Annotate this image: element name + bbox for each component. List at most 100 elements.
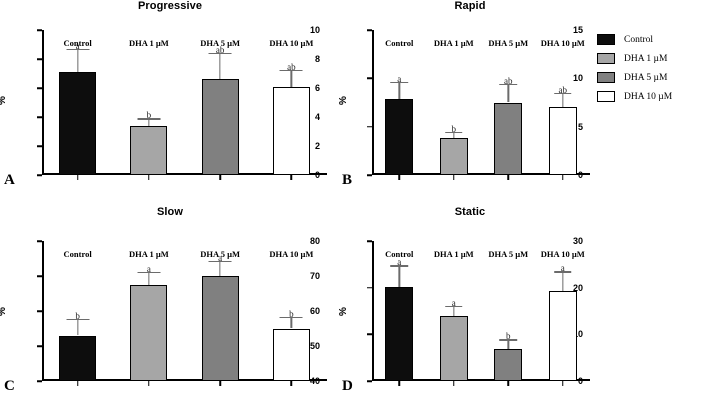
significance-label: b — [75, 310, 80, 321]
legend-swatch — [597, 53, 615, 64]
x-axis-tick — [290, 381, 293, 386]
y-axis-tick-label: 80 — [309, 236, 320, 246]
panel-a-title: Progressive — [137, 0, 203, 12]
y-axis-tick — [367, 77, 372, 80]
significance-label: a — [560, 263, 565, 274]
significance-label: ab — [504, 76, 513, 87]
error-bar-cap — [137, 272, 161, 274]
bar — [272, 328, 310, 381]
error-bar-cap — [279, 69, 303, 72]
x-axis-tick — [219, 381, 221, 386]
x-axis-tick-label: Control — [63, 249, 92, 259]
y-axis-tick — [367, 380, 372, 382]
x-axis-tick — [76, 175, 79, 180]
error-bar-cap — [444, 305, 463, 308]
error-bar — [76, 48, 79, 73]
significance-label: ab — [287, 61, 296, 72]
error-bar — [148, 272, 150, 285]
x-axis-tick-label: DHA 1 µM — [128, 249, 169, 259]
error-bar-cap — [137, 118, 161, 120]
y-axis-tick — [37, 310, 42, 312]
x-axis-tick-label: DHA 10 µM — [540, 38, 585, 48]
error-bar — [562, 271, 564, 292]
x-axis-tick-label: Control — [385, 249, 414, 259]
y-axis-tick-label: 50 — [309, 341, 320, 351]
significance-label: a — [397, 257, 402, 268]
y-axis-tick — [367, 174, 372, 176]
y-axis-tick-label: 60 — [309, 306, 320, 316]
legend-item: DHA 5 µM — [597, 68, 701, 87]
error-bar-cap — [279, 316, 303, 318]
bar — [130, 126, 168, 175]
y-axis — [372, 241, 374, 381]
y-axis — [372, 30, 374, 175]
error-bar-cap — [390, 265, 409, 267]
y-axis-tick — [367, 125, 372, 128]
bar — [439, 315, 468, 381]
panel-d-plot-area: 0 10 20 30 Control a DHA 1 µM a DHA 5 µM b DHA 10 … — [367, 236, 590, 386]
y-axis-tick — [367, 286, 372, 289]
panel-a-plot-area: 0 2 4 6 8 10 Control a DHA 1 µM b DHA 5 µM ab DHA 10… — [37, 25, 327, 180]
y-axis-tick — [37, 174, 42, 176]
error-bar — [507, 84, 509, 103]
panel-b-ylabel: % — [337, 96, 349, 105]
legend-swatch — [597, 72, 615, 83]
error-bar-cap — [553, 271, 572, 273]
error-bar-cap — [66, 48, 90, 51]
y-axis-tick-label: 2 — [314, 141, 320, 151]
legend-item: DHA 1 µM — [597, 49, 701, 68]
y-axis-tick-label: 20 — [572, 282, 583, 293]
panel-c-plot-area: 40 50 60 70 80 Control b DHA 1 µM a DHA 5 µM a DHA … — [37, 236, 327, 386]
significance-label: ab — [215, 45, 225, 56]
x-axis-tick-label: DHA 5 µM — [488, 249, 529, 259]
x-axis-tick — [453, 381, 455, 386]
y-axis-tick-label: 5 — [577, 121, 583, 132]
x-axis — [42, 173, 327, 175]
x-axis — [372, 173, 590, 175]
y-axis-tick-label: 0 — [577, 170, 583, 180]
y-axis-tick-label: 70 — [309, 271, 320, 281]
error-bar — [398, 265, 400, 287]
significance-label: a — [218, 252, 223, 263]
legend-label: DHA 1 µM — [624, 53, 668, 64]
x-axis-tick-label: DHA 10 µM — [540, 249, 585, 259]
significance-label: b — [289, 308, 294, 319]
error-bar — [219, 260, 221, 276]
significance-label: a — [397, 74, 402, 85]
error-bar — [562, 92, 564, 108]
error-bar-cap — [66, 318, 90, 320]
panel-d-ylabel: % — [337, 307, 349, 316]
error-bar-cap — [208, 260, 232, 263]
legend: Control DHA 1 µM DHA 5 µM DHA 10 µM — [597, 30, 701, 106]
panel-a-letter: A — [4, 172, 15, 188]
y-axis — [42, 241, 44, 381]
error-bar — [219, 53, 221, 80]
y-axis-tick-label: 0 — [577, 376, 583, 386]
bar — [548, 291, 577, 381]
y-axis-tick-label: 10 — [572, 73, 583, 84]
panel-c-letter: C — [4, 378, 15, 394]
y-axis-tick — [37, 380, 42, 382]
x-axis-tick — [398, 381, 400, 386]
error-bar — [290, 69, 293, 87]
legend-label: DHA 5 µM — [624, 72, 668, 83]
y-axis-tick-label: 30 — [572, 236, 583, 246]
panel-a-ylabel: % — [0, 96, 8, 105]
bar — [494, 102, 523, 175]
bar — [548, 107, 577, 175]
panel-d-static: Static % 0 10 20 30 Control a DHA 1 µM a DHA 5 µ… — [337, 206, 600, 412]
y-axis-tick — [37, 345, 42, 347]
legend-label: Control — [624, 34, 654, 45]
y-axis-tick — [367, 29, 372, 31]
y-axis-tick-label: 40 — [309, 376, 320, 386]
bar — [59, 335, 97, 381]
bar — [439, 138, 468, 175]
significance-label: a — [451, 297, 456, 308]
panel-b-title: Rapid — [454, 0, 486, 12]
x-axis — [42, 379, 327, 381]
bar — [385, 286, 414, 381]
x-axis-tick — [453, 175, 455, 180]
x-axis-tick-label: DHA 5 µM — [200, 249, 241, 259]
